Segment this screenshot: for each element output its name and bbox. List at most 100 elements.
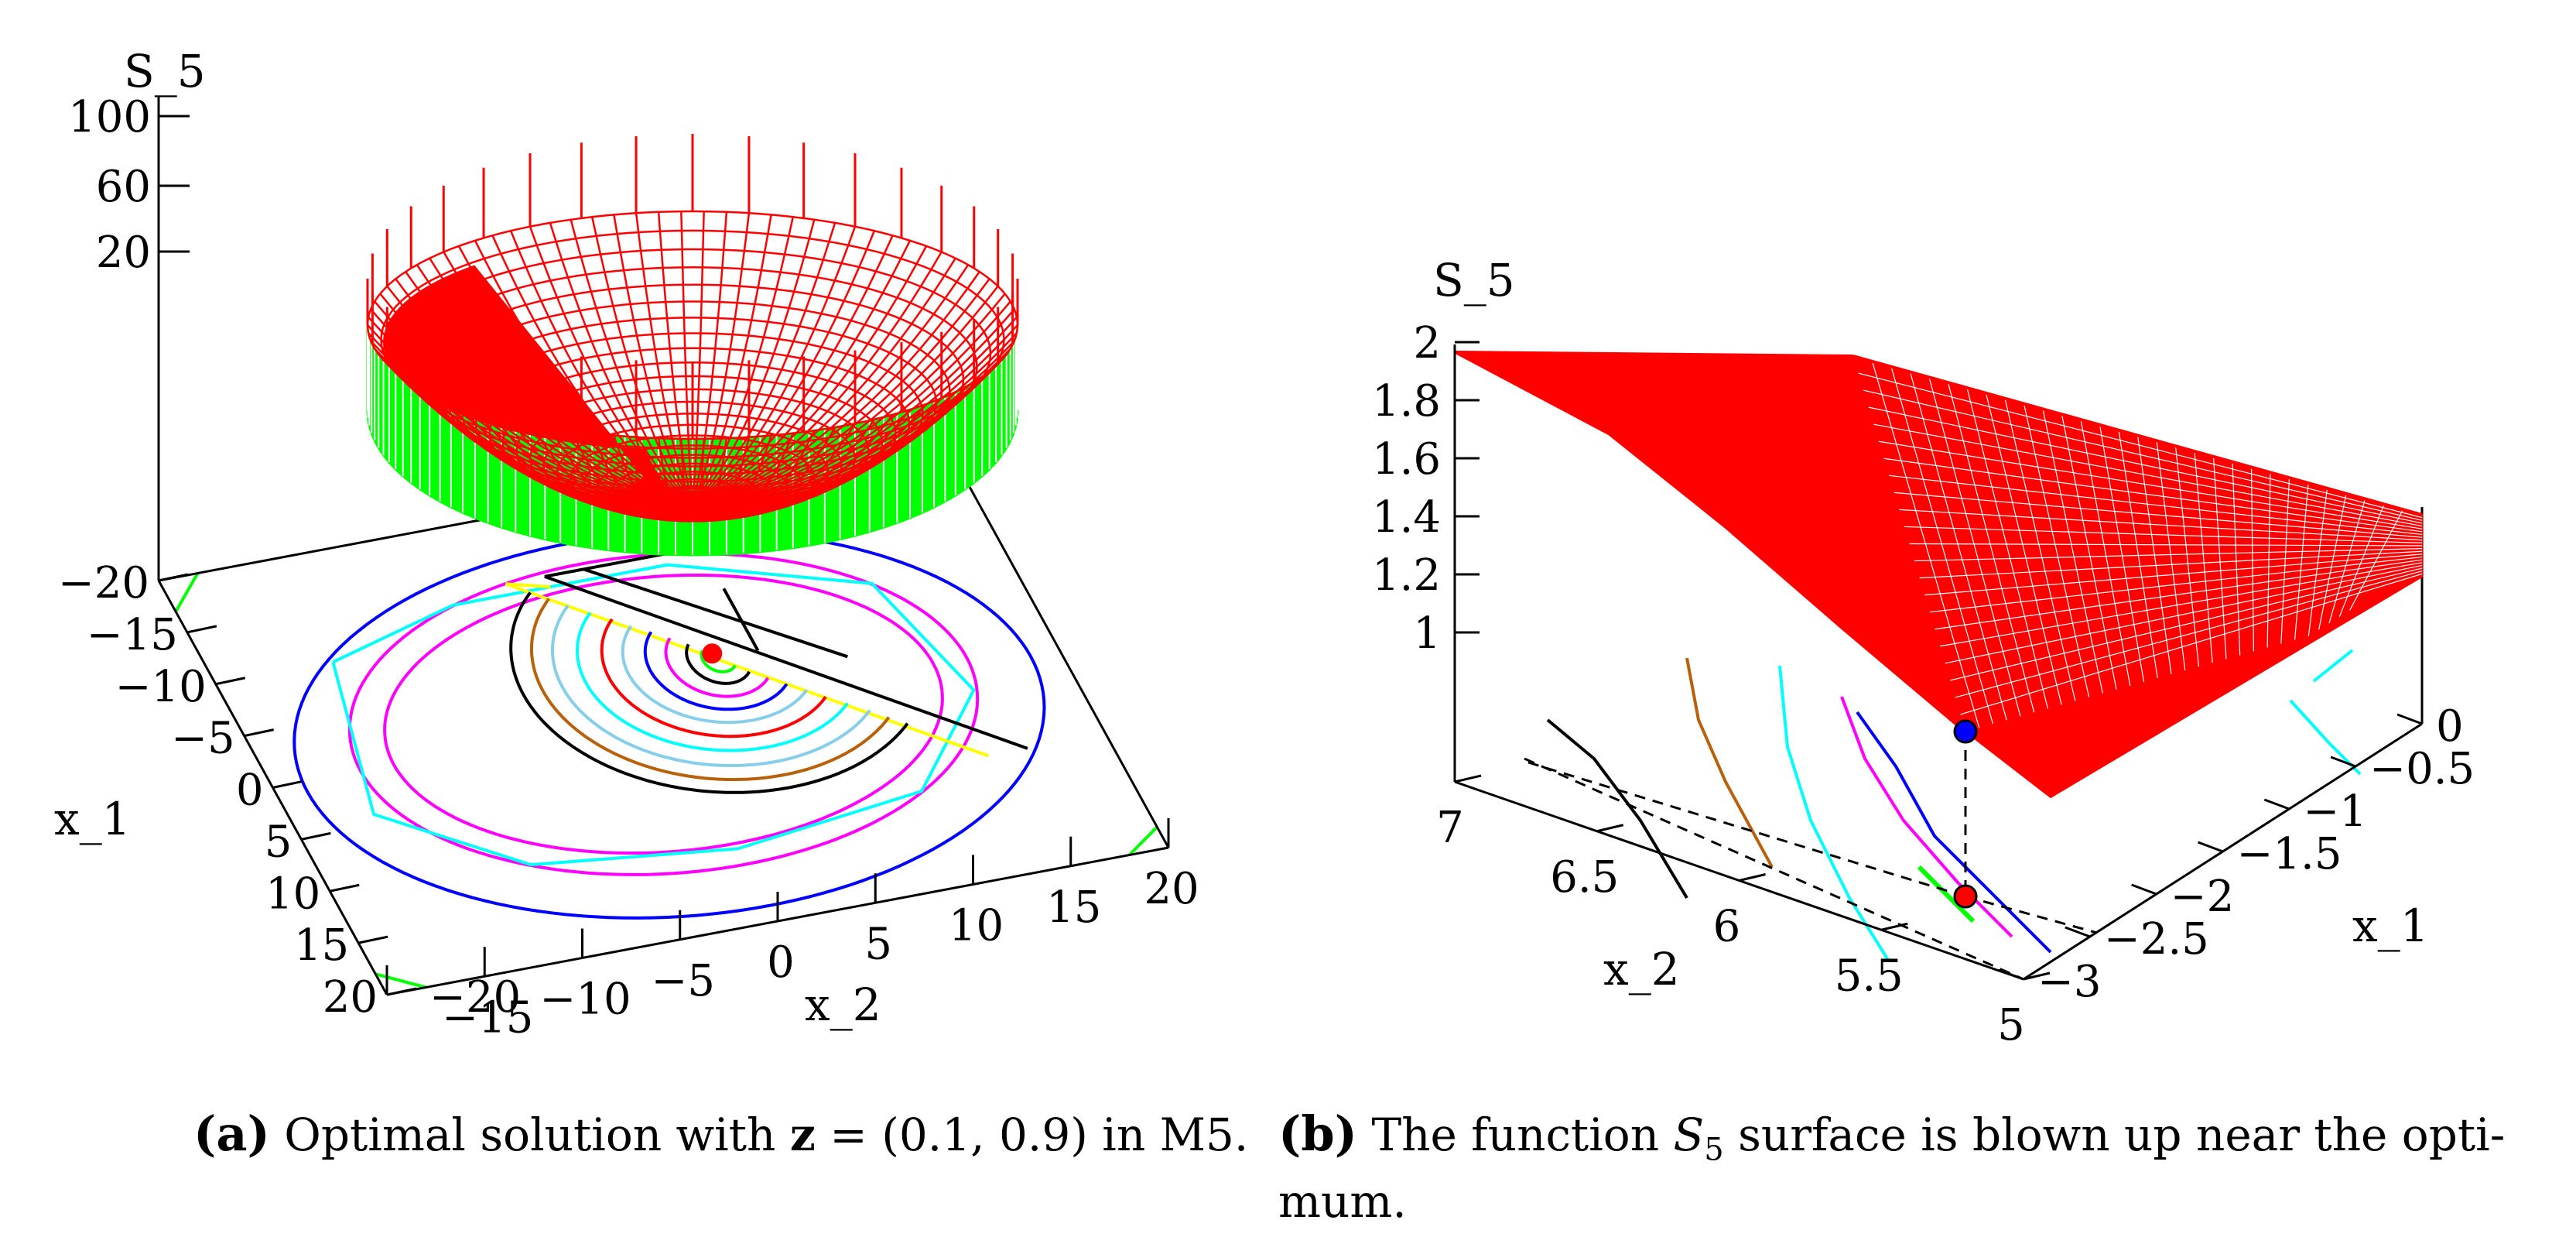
surface-spoke [693,332,1018,505]
caption-b-tag: (b) [1278,1105,1358,1162]
contour-line [621,625,809,725]
surface-mesh-line [2174,446,2200,667]
surface-mesh-line [1919,550,2423,579]
surface-spoke [692,403,928,513]
x2-tick-label: −15 [442,992,533,1043]
surface-mesh-line [1894,492,2423,538]
surface-spoke [692,285,999,505]
surface-mesh-line [2266,472,2271,648]
panel-a-surface [366,134,1019,557]
contour-line [1685,657,1774,868]
surface-mesh-line [1955,571,2423,698]
x1-tick-mark [215,677,246,686]
x1-tick-mark [301,831,331,841]
surface-spoke [691,211,705,504]
x2-tick-label: 0 [767,937,795,988]
surface-mesh-line [2023,403,2090,697]
z-tick-label: 1.4 [1372,492,1441,543]
x2-tick-label: 15 [1046,882,1101,933]
contour-line [722,588,760,652]
x2-tick-mark [1596,824,1624,833]
surface-spoke [529,226,693,505]
surface-spoke [692,226,857,505]
surface-spoke [692,216,795,504]
surface-dense-region [383,265,682,519]
z-tick-label: 1.6 [1372,434,1441,485]
caption-a-z: z [789,1109,816,1161]
contour-line [505,582,551,589]
panel-b-z-axis-label: S_5 [1433,254,1515,307]
z-tick-label: 60 [96,162,151,212]
contour-line [1917,865,1976,923]
surface-spoke [692,409,911,515]
z-tick-label: 1 [1413,608,1441,659]
contour-line [174,572,200,613]
surface-mesh-line [1890,366,1994,725]
optimum-surface-marker [1953,719,1978,744]
contour-line [664,637,770,698]
surface-mesh-line [1966,387,2048,709]
x1-tick-mark [2263,798,2290,810]
surface-mesh-line [1904,526,2423,543]
contour-line [643,631,789,711]
surface-mesh-line [1914,548,2423,562]
panel-b-contours [1546,649,2362,961]
caption-a-text-1: Optimal solution with [284,1109,790,1161]
x2-tick-label: 7 [1436,803,1464,853]
x1-tick-label: 15 [294,920,349,971]
caption-b-text-3: mum. [1278,1174,1407,1228]
x1-tick-label: 5 [265,817,292,867]
contour-line [1128,825,1158,856]
surface-spoke [692,257,956,505]
surface-mesh-line [1871,361,1980,728]
x1-tick-mark [2131,883,2157,896]
x2-tick-label: 5.5 [1835,951,1904,1001]
caption-b-text-2: surface is blown up near the opti- [1723,1109,2506,1161]
x2-tick-label: −10 [539,975,631,1025]
contour-line [2312,649,2354,683]
surface-spoke [692,278,990,505]
caption-b: (b) The function S5 surface is blown up … [1278,1109,2547,1227]
x1-tick-mark [2396,713,2423,725]
surface-mesh-line [2061,414,2117,690]
surface-mesh-line [2338,504,2385,617]
surface-spoke [692,251,942,505]
surface-spoke [692,230,876,505]
z-tick-label: 1.2 [1372,550,1441,601]
surface-spoke [691,438,705,523]
x2-tick-mark [1454,774,1482,783]
contour-line [700,649,737,673]
x1-tick-label: −15 [87,610,178,660]
x1-tick-label: −2.5 [2104,914,2209,965]
z-tick-label: 100 [68,92,151,142]
surface-mesh-line [2042,409,2103,694]
z-tick-label: 1.8 [1372,376,1441,427]
surface-spoke [692,293,1006,505]
contour-line [576,612,849,752]
x1-tick-label: 0 [236,766,264,816]
surface-mesh-line [2328,499,2366,624]
surface-spoke [692,245,928,505]
dashed-guide [1527,761,1966,898]
surface-spoke [692,419,875,517]
surface-mesh-line [1899,509,2423,541]
surface-mesh-line [1924,553,2423,596]
surface-mesh-line [2156,440,2186,671]
x1-tick-label: −0.5 [2369,744,2475,794]
contour-line [530,598,891,782]
surface-mesh-line [1878,440,2423,529]
surface-spoke [613,214,694,504]
panel-a-z-axis-label: S_5 [124,45,206,98]
surface-mesh-line [1858,372,2423,519]
x1-tick-mark [186,625,217,634]
z-tick-label: 2 [1413,318,1441,368]
contour-line [505,582,990,758]
contour-line [347,552,980,876]
x1-tick-mark [158,573,189,582]
panel-b-x2-axis-label: x_2 [1603,943,1680,995]
surface-mesh-line [1889,475,2423,536]
surface-spoke [692,271,980,505]
x2-tick-label: 6.5 [1550,852,1619,903]
